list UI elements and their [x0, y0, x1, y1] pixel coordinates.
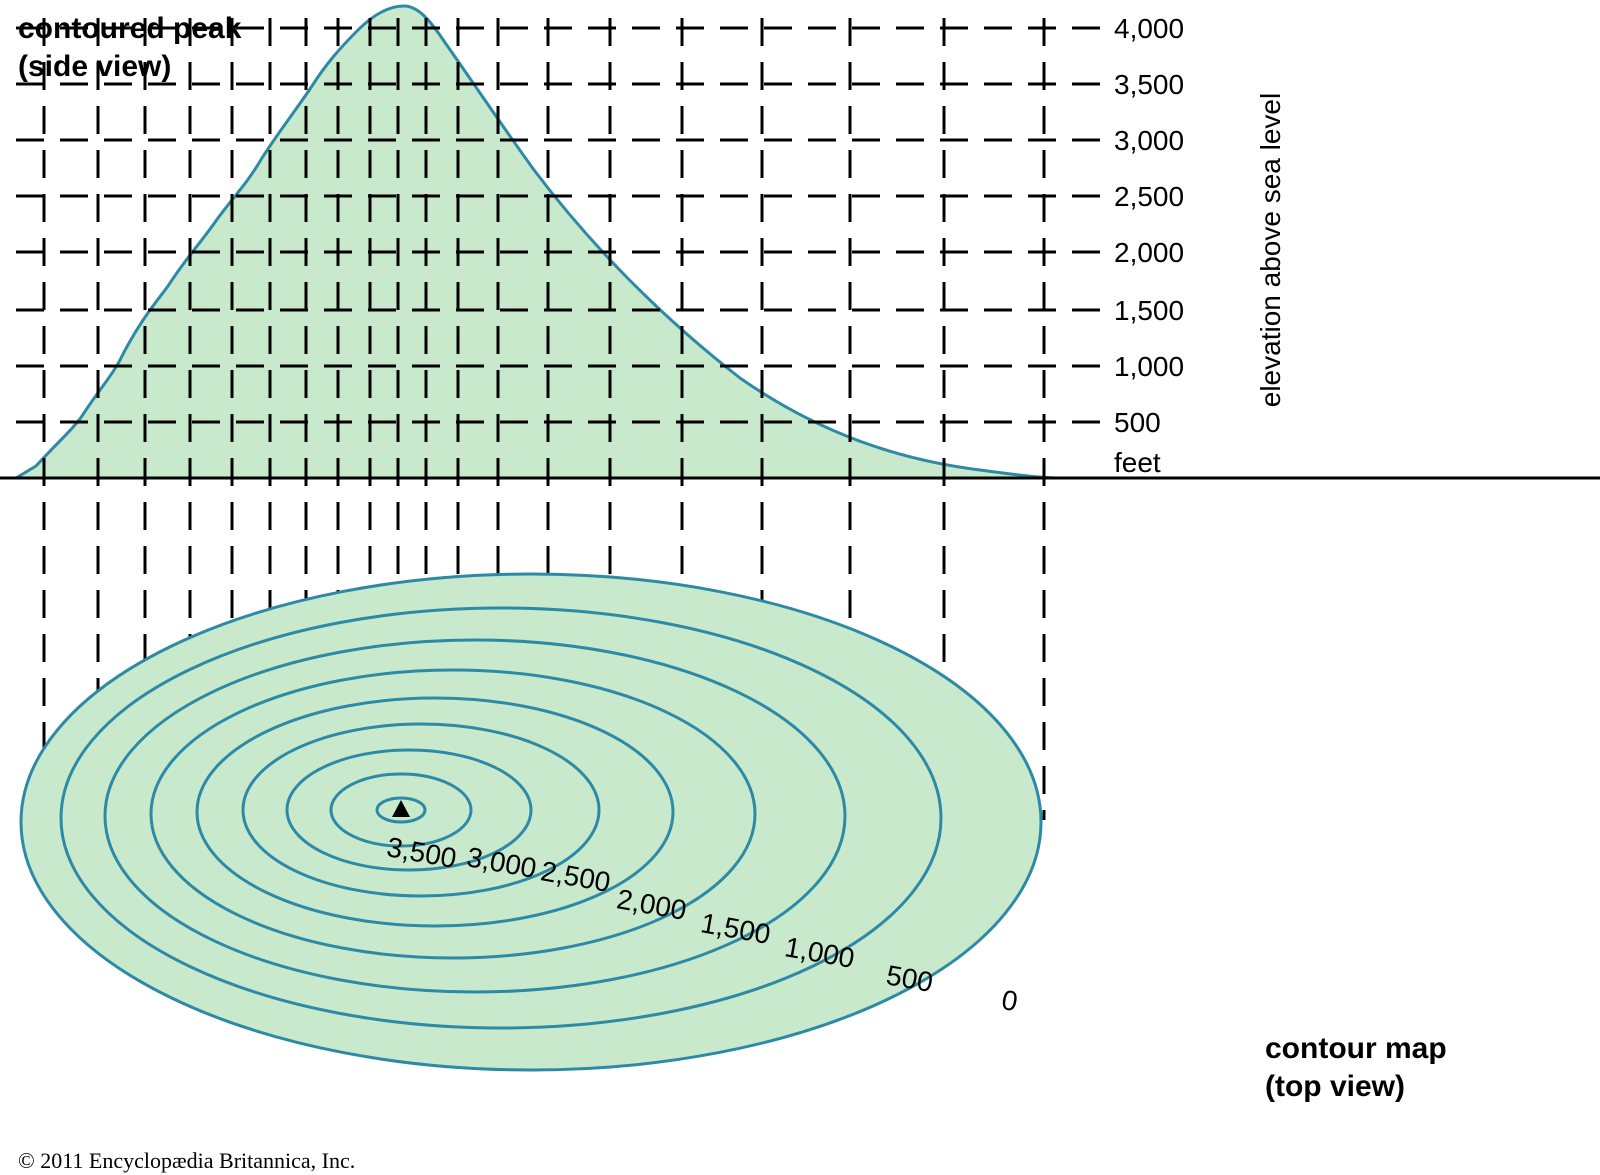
side-view-title-line2: (side view)	[18, 50, 171, 83]
elevation-tick-label: 1,000	[1114, 351, 1184, 382]
elevation-tick-label: 2,500	[1114, 181, 1184, 212]
side-view-title-line1: contoured peak	[18, 12, 242, 45]
elevation-tick-label: 3,000	[1114, 125, 1184, 156]
y-axis-label: elevation above sea level	[1255, 93, 1286, 407]
elevation-tick-label: 3,500	[1114, 69, 1184, 100]
elevation-tick-label: 500	[1114, 407, 1161, 438]
elevation-tick-label: 4,000	[1114, 13, 1184, 44]
contour-ring-0	[21, 574, 1041, 1070]
elevation-tick-label: 1,500	[1114, 295, 1184, 326]
elevation-unit-label: feet	[1114, 447, 1161, 478]
contour-map-title-line2: (top view)	[1265, 1070, 1405, 1103]
contour-map-title-line1: contour map	[1265, 1032, 1447, 1065]
copyright-notice: © 2011 Encyclopædia Britannica, Inc.	[18, 1148, 355, 1173]
elevation-tick-label: 2,000	[1114, 237, 1184, 268]
